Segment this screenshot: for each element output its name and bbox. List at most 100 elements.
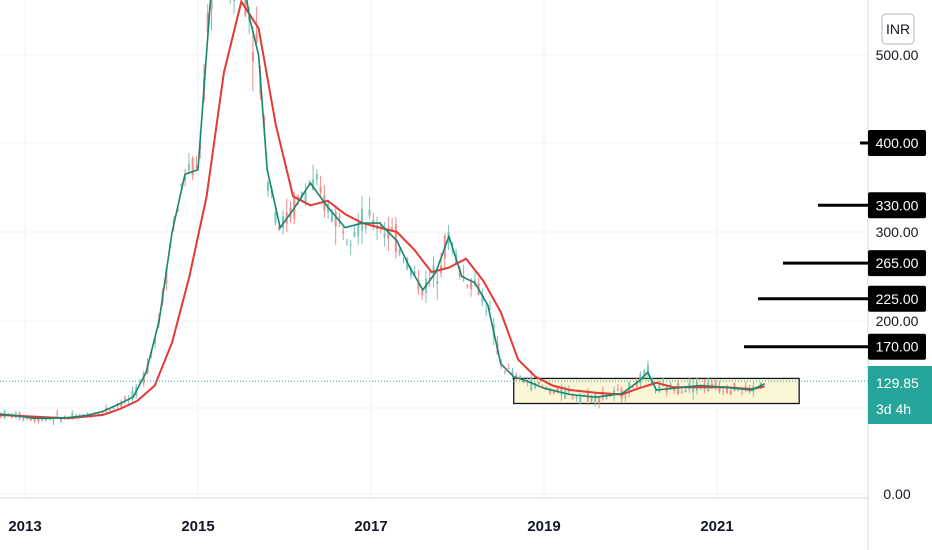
price-bar-body [571,397,574,399]
price-bar-body [624,395,627,397]
price-bar-body [75,414,78,416]
price-bar-body [503,371,506,373]
price-bar-body [481,294,484,303]
price-bar-body [56,413,59,415]
x-tick-label: 2021 [700,518,733,535]
price-bar-body [613,390,616,395]
price-bar-body [266,182,269,192]
x-tick-label: 2015 [181,518,214,535]
price-bar-body [519,375,522,377]
price-bar-body [180,183,183,187]
price-bar-body [598,397,601,403]
price-bar-body [421,288,424,296]
price-bar-body [154,338,157,344]
price-bar-body [718,386,721,392]
price-bar-body [300,191,303,198]
price-bar-body [71,413,74,418]
price-bar-body [63,416,66,418]
price-bar-body [304,191,307,203]
level-tag-225 [868,285,926,312]
price-bar-body [654,390,657,392]
level-tag-265 [868,250,926,277]
price-bar-body [684,390,687,393]
price-bar-body [48,418,51,420]
price-bar-body [33,418,36,421]
price-bar-body [733,383,736,391]
price-bar-body [560,386,563,396]
price-bar-body [579,396,582,403]
price-bar-body [312,179,315,190]
price-bar-body [123,397,126,400]
last-price-value: 129.85 [876,375,919,391]
price-bar-body [677,383,680,395]
level-lines: 400.00 330.00 265.00 225.00 170.00 [744,130,926,360]
price-bar-body [184,177,187,181]
price-bar-body [97,411,100,416]
price-bar-body [394,224,397,252]
price-bar-body [635,380,638,388]
price-bar-body [488,308,491,310]
price-bars [0,0,514,426]
price-bar-body [616,389,619,391]
price-bar-body [41,418,44,421]
price-bar-body [278,226,281,231]
price-bar-body [342,231,345,234]
price-bar-body [139,381,142,383]
price-bar-body [643,370,646,376]
price-bar-body [353,232,356,237]
price-bar-body [376,227,379,229]
price-bar-body [187,163,190,170]
series-line-green [0,0,765,420]
price-bar-body [334,211,337,227]
currency-label: INR [886,21,910,37]
price-bar-body [195,165,198,169]
price-bar-body [658,385,661,392]
currency-button[interactable]: INR [881,13,915,45]
price-bar-body [594,394,597,402]
price-bar-body [692,386,695,393]
countdown-label: 3d 4h [876,401,911,417]
price-bar-body [537,382,540,384]
price-bar-body [364,225,367,229]
price-bar-body [255,32,258,44]
price-bar-body [605,396,608,398]
price-bar-body [564,390,567,399]
price-bar-body [391,227,394,230]
price-bar-body [206,12,209,32]
price-bar-body [575,396,578,398]
price-bar-body [251,51,254,62]
price-bar-body [549,389,552,393]
price-bar-body [368,209,371,216]
price-bar-body [409,267,412,276]
price-bar-body [417,279,420,290]
price-bar-body [511,371,514,376]
price-bar-body [470,279,473,290]
price-bar-body [387,230,390,239]
y-tick-label: 300.00 [876,224,919,240]
price-bar-body [112,408,115,410]
y-tick-label: 200.00 [876,313,919,329]
level-label-265: 265.00 [876,255,919,271]
price-bar-body [673,388,676,392]
price-bar-body [52,420,55,422]
price-bar-body [436,281,439,285]
price-bar-body [338,216,341,219]
price-bar-body [349,244,352,246]
x-tick-label: 2017 [354,518,387,535]
price-bar-body [59,419,62,422]
price-bar-body [744,386,747,388]
price-bar-body [29,418,32,421]
price-bar-body [428,277,431,280]
price-bar-body [383,233,386,238]
price-bar-body [330,211,333,222]
price-bar-body [530,377,533,391]
x-tick-label: 2019 [527,518,560,535]
price-bar-body [22,418,25,420]
price-bar-body [725,386,728,393]
price-bar-body [131,391,134,397]
price-bar-body [345,241,348,243]
price-bar-body [737,389,740,391]
price-bar-body [552,389,555,394]
price-bar-body [37,416,40,422]
